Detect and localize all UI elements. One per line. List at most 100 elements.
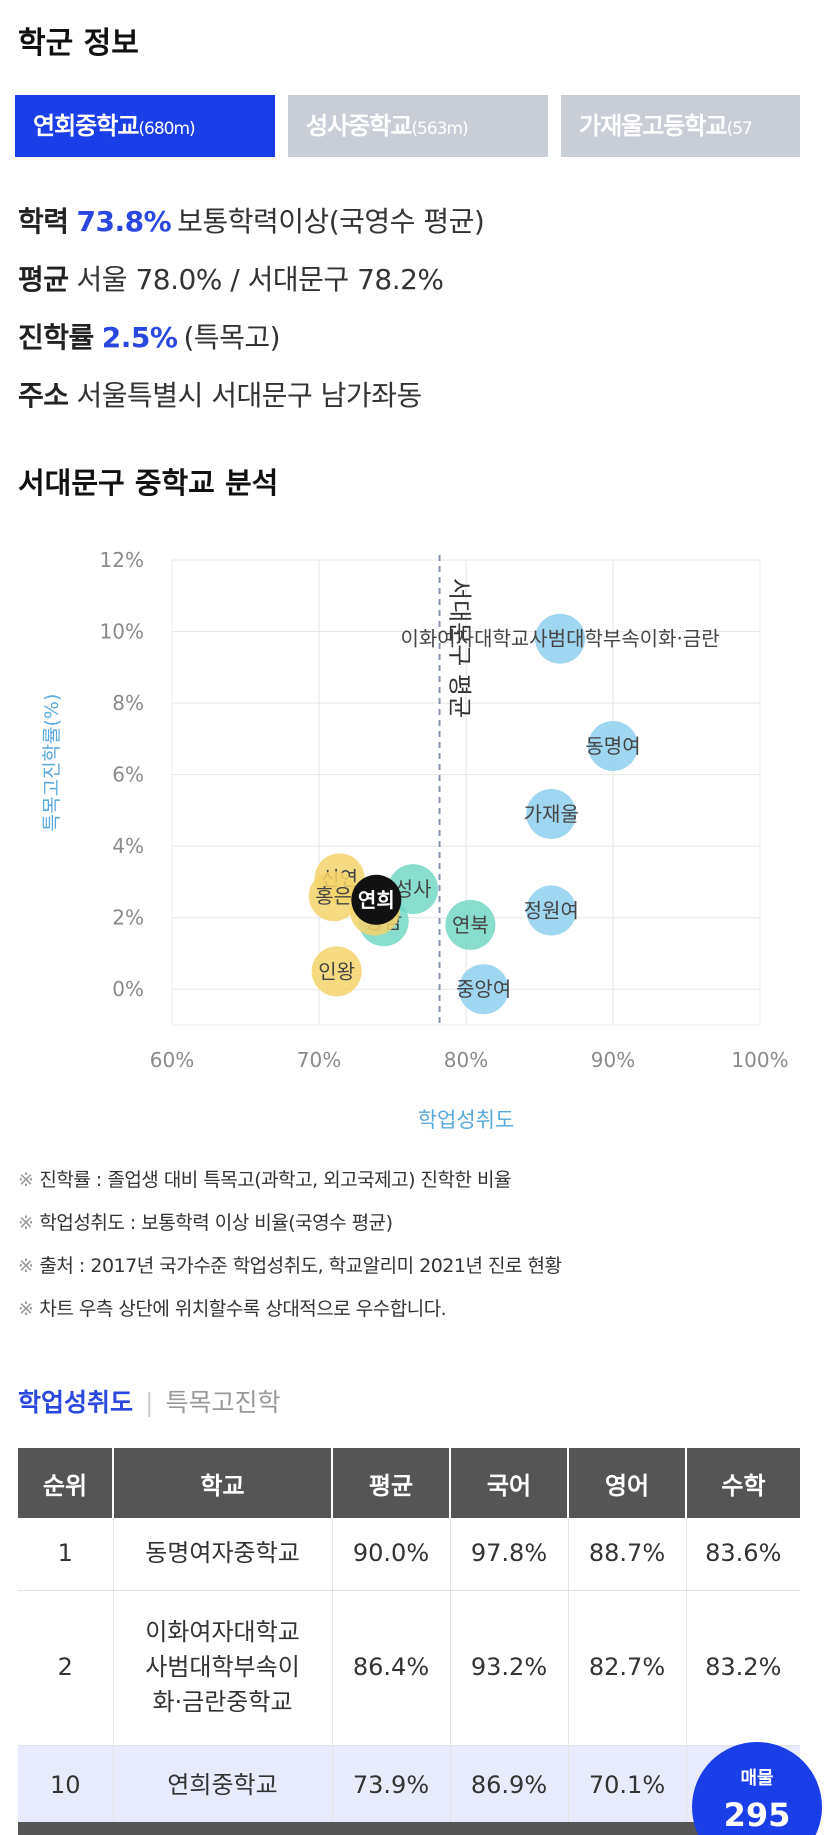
cell-math: 83.6% [686,1518,800,1591]
data-point [526,885,577,936]
average-key: 평균 [18,263,69,296]
academic-desc: 보통학력이상(국영수 평균) [177,205,485,238]
cell-english: 70.1% [568,1745,687,1826]
header-math: 수학 [686,1448,800,1518]
data-point [526,788,577,839]
y-tick-label: 8% [112,691,144,715]
cell-english: 82.7% [568,1590,687,1746]
average-desc: 서울 78.0% / 서대문구 78.2% [76,263,445,296]
cell-rank: 1 [18,1518,114,1591]
table-row[interactable]: 2 이화여자대학교사범대학부속이화·금란중학교 86.4% 93.2% 82.7… [18,1590,800,1746]
table-row-current-school[interactable]: 10 연희중학교 73.9% 86.9% 70.1% [18,1745,800,1826]
school-info-title: 학군 정보 [18,26,139,61]
note-achievement: ※ 학업성취도 : 보통학력 이상 비율(국영수 평균) [18,1208,393,1235]
ranking-subtabs: 학업성취도 | 특목고진학 [18,1383,280,1419]
note-mark: ※ [18,1169,34,1191]
x-tick-label: 80% [444,1048,488,1072]
data-point [445,899,496,950]
academic-info: 학력 73.8% 보통학력이상(국영수 평균) [18,200,485,240]
data-point-label: 중앙여 [456,977,511,1001]
data-point-label: 인왕 [318,959,355,983]
cell-math: 83.2% [686,1590,800,1746]
cell-rank: 2 [18,1590,114,1746]
scatter-chart: 12% 10% 8% 6% 4% 2% 0% 60% 70% 80% 90% 100% 학업성취도 특목고… [41,548,789,1132]
cell-korean: 97.8% [450,1518,569,1591]
analysis-title: 서대문구 중학교 분석 [18,466,279,500]
tab-seongsa-middle[interactable]: 성사중학교(563m) [288,95,548,157]
bottom-bar [18,1822,800,1835]
advance-key: 진학률 [18,321,94,354]
table-header-row: 순위 학교 평균 국어 영어 수학 [18,1448,800,1518]
tab-gajaeul-high[interactable]: 가재울고등학교(57 [561,95,800,157]
y-tick-label: 6% [112,763,144,787]
cell-school: 동명여자중학교 [113,1518,333,1591]
cell-school: 연희중학교 [113,1745,333,1826]
subtab-divider: | [145,1388,154,1417]
data-point-label: 연북 [452,913,489,937]
academic-value: 73.8% [76,205,172,238]
average-info: 평균 서울 78.0% / 서대문구 78.2% [18,258,444,298]
data-point-label: 이화여자대학교사범대학부속이화·금란 [400,627,719,651]
tab-distance: (57 [726,119,753,139]
data-point [351,874,402,925]
cell-average: 90.0% [332,1518,451,1591]
y-tick-label: 2% [112,906,144,930]
data-point [535,613,586,664]
cell-average: 73.9% [332,1745,451,1826]
tab-label: 성사중학교 [306,112,412,140]
tab-yeonhui-middle[interactable]: 연회중학교(680m) [15,95,275,157]
x-tick-label: 70% [297,1048,341,1072]
school-tabs: 연회중학교(680m) 성사중학교(563m) 가재울고등학교(57 [15,95,800,157]
y-tick-label: 10% [100,620,144,644]
tab-label: 연회중학교 [33,112,139,140]
header-korean: 국어 [450,1448,569,1518]
data-point [311,946,362,997]
district-average-label: 서대문구 평균 [446,578,474,718]
address-key: 주소 [18,379,69,412]
subtab-achievement[interactable]: 학업성취도 [18,1388,134,1417]
header-school: 학교 [113,1448,333,1518]
x-tick-label: 60% [150,1048,194,1072]
cell-average: 86.4% [332,1590,451,1746]
advance-desc: (특목고) [183,321,281,354]
data-point [588,721,638,771]
tab-distance: (563m) [411,119,468,139]
tab-distance: (680m) [138,119,195,139]
table-row[interactable]: 1 동명여자중학교 90.0% 97.8% 88.7% 83.6% [18,1518,800,1591]
ranking-table: 순위 학교 평균 국어 영어 수학 1 동명여자중학교 90.0% 97.8% … [18,1448,800,1826]
address-info: 주소 서울특별시 서대문구 남가좌동 [18,374,422,414]
cell-korean: 93.2% [450,1590,569,1746]
data-point-label: 가재울 [524,802,579,826]
note-text: 진학률 : 졸업생 대비 특목고(과학고, 외고국제고) 진학한 비율 [39,1169,511,1191]
cell-english: 88.7% [568,1518,687,1591]
subtab-special-high[interactable]: 특목고진학 [165,1388,281,1417]
note-text: 차트 우측 상단에 위치할수록 상대적으로 우수합니다. [39,1298,447,1320]
sale-label: 매물 [740,1768,774,1789]
x-tick-label: 90% [591,1048,635,1072]
header-rank: 순위 [18,1448,114,1518]
data-point [458,964,509,1015]
cell-school: 이화여자대학교사범대학부속이화·금란중학교 [113,1590,333,1746]
note-text: 출처 : 2017년 국가수준 학업성취도, 학교알리미 2021년 진로 현황 [39,1255,562,1277]
data-point-label: 정원여 [524,899,579,923]
cell-korean: 86.9% [450,1745,569,1826]
data-point-label: 동명여 [585,734,640,758]
data-point [308,871,359,922]
academic-key: 학력 [18,205,69,238]
note-mark: ※ [18,1298,34,1320]
note-source: ※ 출처 : 2017년 국가수준 학업성취도, 학교알리미 2021년 진로 현… [18,1251,562,1278]
note-mark: ※ [18,1212,34,1234]
data-point-label: 홍은 [315,884,352,908]
y-axis-label: 특목고진학률(%) [41,694,63,832]
y-tick-label: 0% [112,977,144,1001]
tab-label: 가재울고등학교 [579,112,728,140]
note-advance-rate: ※ 진학률 : 졸업생 대비 특목고(과학고, 외고국제고) 진학한 비율 [18,1165,511,1192]
note-text: 학업성취도 : 보통학력 이상 비율(국영수 평균) [39,1212,393,1234]
advance-value: 2.5% [101,321,178,354]
data-point-label: 연희 [358,888,395,912]
x-axis-label: 학업성취도 [418,1108,515,1132]
y-tick-label: 4% [112,834,144,858]
header-average: 평균 [332,1448,451,1518]
advance-info: 진학률 2.5% (특목고) [18,316,281,356]
y-tick-label: 12% [100,548,144,572]
